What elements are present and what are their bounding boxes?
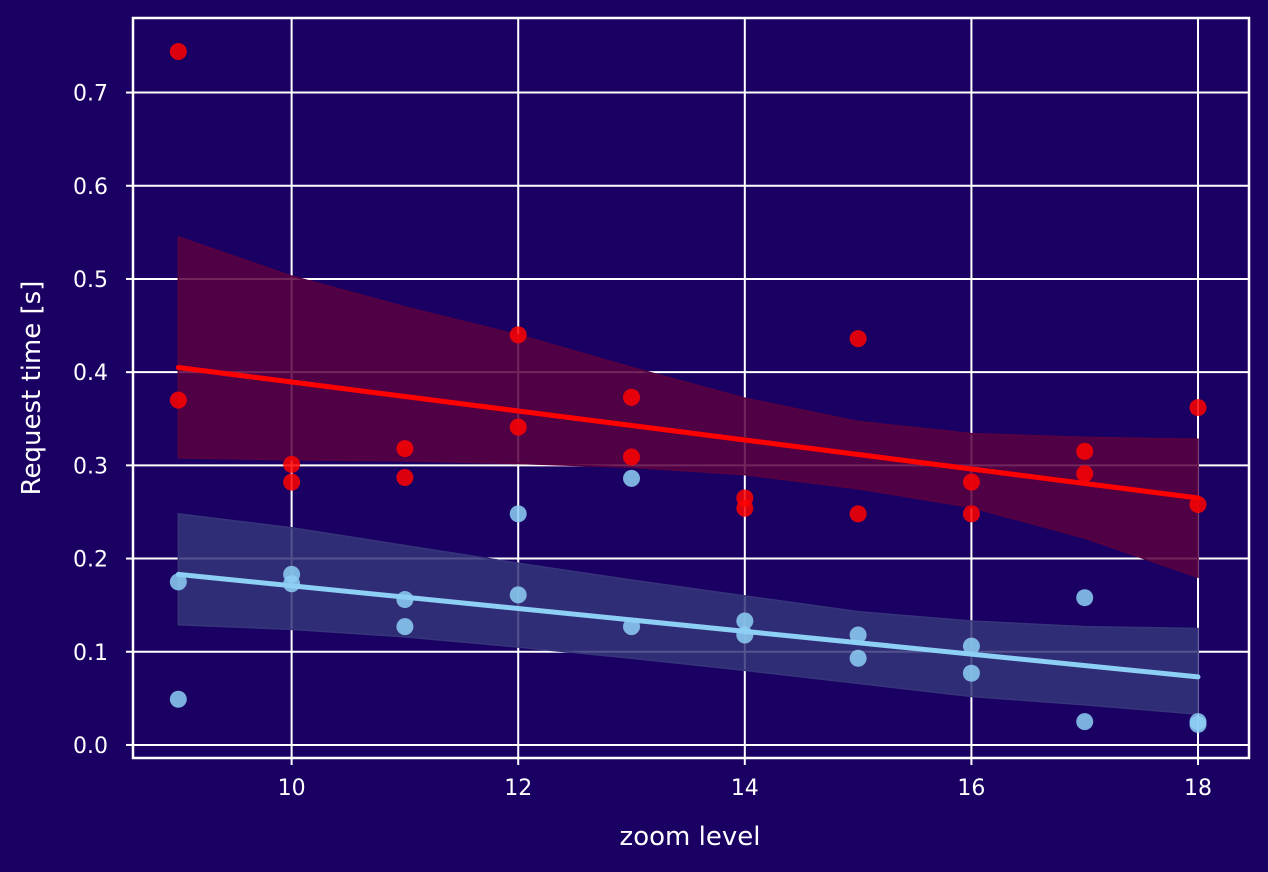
regression-line-1	[175, 571, 1201, 680]
data-point-0	[1189, 495, 1207, 513]
data-point-0	[169, 43, 187, 61]
data-point-0	[509, 418, 527, 436]
data-point-0	[283, 473, 301, 491]
x-tick-label: 18	[1184, 776, 1212, 801]
data-point-0	[849, 505, 867, 523]
data-point-0	[396, 468, 414, 486]
data-point-0	[849, 330, 867, 348]
data-point-1	[169, 690, 187, 708]
x-tick-label: 16	[957, 776, 985, 801]
y-tick-label: 0.0	[73, 734, 108, 759]
data-point-1	[849, 649, 867, 667]
data-point-1	[736, 612, 754, 630]
y-tick-label: 0.7	[73, 82, 108, 107]
data-point-0	[962, 505, 980, 523]
y-tick-label: 0.1	[73, 641, 108, 666]
data-point-0	[623, 448, 641, 466]
data-point-1	[509, 586, 527, 604]
data-point-1	[509, 505, 527, 523]
data-point-1	[1076, 713, 1094, 731]
x-tick-label: 10	[278, 776, 306, 801]
x-axis-label: zoom level	[620, 822, 761, 852]
regression-lines	[175, 364, 1201, 680]
data-point-0	[962, 473, 980, 491]
y-axis-label: Request time [s]	[17, 281, 47, 496]
x-tick-label: 12	[504, 776, 532, 801]
confidence-band-0	[177, 235, 1199, 579]
data-point-1	[396, 618, 414, 636]
data-point-1	[962, 637, 980, 655]
y-tick-label: 0.6	[73, 175, 108, 200]
regression-line-0	[175, 364, 1201, 501]
plot-frame	[131, 16, 1251, 760]
data-point-1	[849, 626, 867, 644]
data-point-0	[1189, 399, 1207, 417]
data-point-1	[1189, 715, 1207, 733]
y-tick-label: 0.5	[73, 268, 108, 293]
data-point-1	[1076, 589, 1094, 607]
data-point-0	[623, 388, 641, 406]
data-point-0	[1076, 465, 1094, 483]
y-tick-label: 0.3	[73, 454, 108, 479]
data-point-0	[736, 499, 754, 517]
tick-labels: 10 12 14 16 18 0.0 0.1 0.2 0.3 0.4 0.5 0.6 0.7	[73, 82, 1212, 801]
data-point-0	[283, 455, 301, 473]
x-tick-label: 14	[731, 776, 759, 801]
data-point-1	[169, 573, 187, 591]
data-point-0	[169, 391, 187, 409]
data-point-1	[623, 469, 641, 487]
y-tick-label: 0.2	[73, 548, 108, 573]
data-point-1	[962, 664, 980, 682]
data-point-0	[1076, 442, 1094, 460]
data-point-0	[509, 326, 527, 344]
data-point-0	[396, 440, 414, 458]
y-tick-label: 0.4	[73, 361, 108, 386]
